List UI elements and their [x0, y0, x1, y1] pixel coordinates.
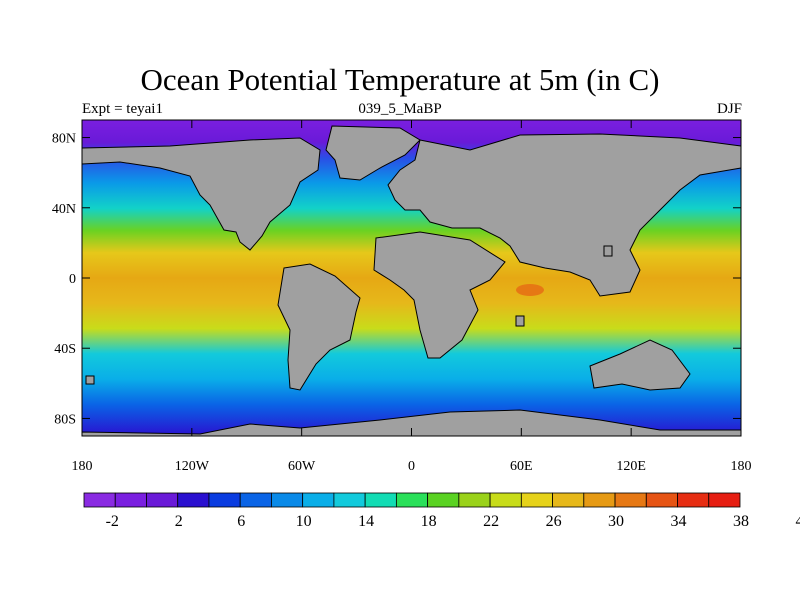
lat-tick-label: 0 [69, 272, 76, 287]
experiment-label: Expt = teyai1 [82, 101, 163, 117]
colorbar-label: 30 [608, 513, 624, 530]
colorbar-swatch [333, 492, 366, 508]
colorbar-swatch [583, 492, 616, 508]
colorbar-swatch [645, 492, 678, 508]
land-south-america [277, 263, 361, 391]
lat-tick-label: 40S [54, 342, 76, 357]
land-island-b [85, 375, 95, 385]
land-greenland [325, 125, 421, 181]
colorbar: -226101418222630343842 [83, 492, 800, 530]
lat-tick-label: 40N [52, 202, 76, 217]
colorbar-swatch [177, 492, 210, 508]
colorbar-label: 38 [733, 513, 749, 530]
warm-patch [516, 284, 544, 296]
colorbar-swatch [208, 492, 241, 508]
colorbar-swatch [302, 492, 335, 508]
colorbar-swatch [458, 492, 491, 508]
lon-tick-label: 180 [72, 459, 93, 474]
land-island-a [515, 315, 525, 327]
land-eurasia [387, 133, 741, 297]
colorbar-swatch [677, 492, 710, 508]
map-title: Ocean Potential Temperature at 5m (in C) [140, 62, 660, 97]
colorbar-swatch [552, 492, 585, 508]
lat-tick-label: 80S [54, 412, 76, 427]
land-antarctica [82, 409, 741, 436]
land-island-c [603, 245, 613, 257]
colorbar-label: 34 [671, 513, 687, 530]
colorbar-swatch [271, 492, 304, 508]
colorbar-label: 18 [421, 513, 437, 530]
colorbar-label: -2 [106, 513, 119, 530]
colorbar-swatch [708, 492, 741, 508]
axis-ticks: 80N 40N 0 40S 80S 180 120W 60W 0 60E 120E 180 [52, 120, 752, 474]
lat-tick-label: 80N [52, 132, 76, 147]
season-label: DJF [716, 101, 742, 117]
colorbar-swatch [427, 492, 460, 508]
colorbar-swatch [239, 492, 272, 508]
period-label: 039_5_MaBP [358, 101, 442, 117]
colorbar-label: 6 [237, 513, 245, 530]
lon-tick-label: 120W [175, 459, 210, 474]
colorbar-label: 10 [296, 513, 312, 530]
land-australia [589, 339, 691, 391]
colorbar-swatch [614, 492, 647, 508]
colorbar-label: 2 [175, 513, 183, 530]
lon-tick-label: 180 [731, 459, 752, 474]
colorbar-swatch [146, 492, 179, 508]
colorbar-swatch [489, 492, 522, 508]
colorbar-label: 42 [795, 513, 800, 530]
land-africa [373, 231, 506, 359]
colorbar-label: 26 [546, 513, 562, 530]
colorbar-swatch [395, 492, 429, 508]
lon-tick-label: 60E [510, 459, 533, 474]
colorbar-swatch [364, 492, 397, 508]
lon-tick-label: 60W [288, 459, 316, 474]
lon-tick-label: 0 [408, 459, 415, 474]
colorbar-label: 14 [358, 513, 374, 530]
colorbar-label: 22 [483, 513, 499, 530]
colorbar-swatch [83, 492, 116, 508]
lon-tick-label: 120E [616, 459, 646, 474]
colorbar-swatch [114, 492, 147, 508]
colorbar-swatch [520, 492, 553, 508]
land-north-america [82, 137, 321, 251]
